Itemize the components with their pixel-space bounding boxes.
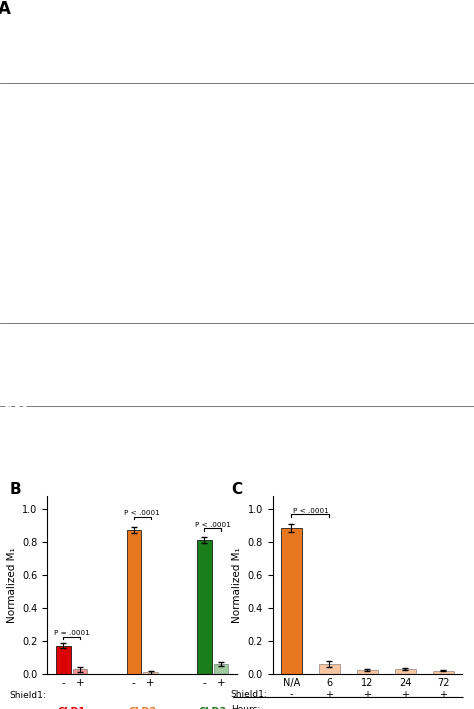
- Text: DAPI: DAPI: [215, 12, 235, 21]
- Text: Total Merge: Total Merge: [366, 12, 416, 21]
- Text: Sh+: Sh+: [12, 447, 30, 456]
- Text: Sh+: Sh+: [12, 282, 30, 291]
- Text: P < .0001: P < .0001: [124, 510, 160, 516]
- Text: Shield1:: Shield1:: [9, 691, 46, 700]
- Text: +: +: [401, 689, 409, 700]
- Text: Sh-: Sh-: [12, 367, 26, 376]
- Text: CLD2: CLD2: [128, 708, 156, 709]
- Bar: [197, 540, 212, 674]
- Text: +: +: [326, 689, 333, 700]
- Text: Shield1:: Shield1:: [231, 689, 268, 698]
- Bar: [433, 671, 454, 674]
- Text: P < .0001: P < .0001: [292, 508, 328, 514]
- Text: Sh+: Sh+: [12, 117, 30, 126]
- Text: A: A: [0, 0, 10, 18]
- Y-axis label: Normalized M₁: Normalized M₁: [232, 547, 242, 623]
- Text: +: +: [439, 689, 447, 700]
- Text: Merge: Merge: [287, 12, 315, 21]
- Text: CLD3: CLD3: [2, 406, 28, 415]
- Text: C: C: [231, 482, 242, 497]
- Text: CLD2: CLD2: [2, 241, 28, 250]
- Text: P = .0001: P = .0001: [54, 630, 90, 636]
- Y-axis label: Normalized M₁: Normalized M₁: [7, 547, 17, 623]
- Bar: [143, 672, 158, 674]
- Bar: [127, 530, 141, 674]
- Bar: [56, 646, 71, 674]
- Bar: [281, 528, 302, 674]
- Bar: [73, 669, 87, 674]
- Text: P < .0001: P < .0001: [195, 522, 230, 527]
- Text: B: B: [9, 482, 21, 497]
- Text: Hours:: Hours:: [231, 705, 260, 709]
- Text: -: -: [290, 689, 293, 700]
- Text: Sh-: Sh-: [12, 37, 26, 46]
- Bar: [319, 664, 340, 674]
- Text: Sh-: Sh-: [12, 202, 26, 211]
- Text: CLD3: CLD3: [199, 708, 227, 709]
- Text: CLD1: CLD1: [57, 708, 86, 709]
- Bar: [357, 670, 378, 674]
- Bar: [214, 664, 228, 674]
- Text: αGFP: αGFP: [62, 12, 85, 21]
- Text: αACP: αACP: [138, 12, 161, 21]
- Text: +: +: [364, 689, 371, 700]
- Bar: [395, 669, 416, 674]
- Text: CLD1: CLD1: [2, 76, 28, 84]
